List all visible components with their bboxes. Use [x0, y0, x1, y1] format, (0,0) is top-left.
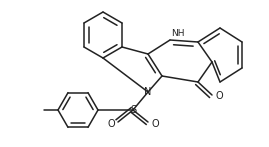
Text: O: O	[215, 91, 223, 101]
Text: N: N	[144, 87, 152, 97]
Text: NH: NH	[171, 30, 185, 39]
Text: S: S	[130, 105, 136, 115]
Text: O: O	[107, 119, 115, 129]
Text: O: O	[151, 119, 159, 129]
